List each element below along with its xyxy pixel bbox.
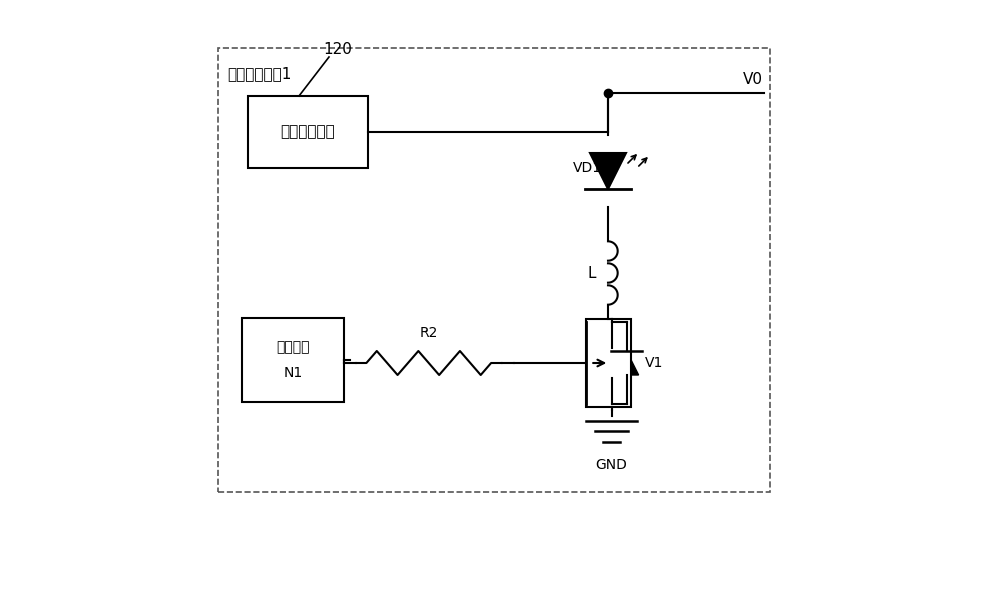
Polygon shape: [590, 153, 626, 189]
Text: VD1: VD1: [573, 161, 602, 175]
Polygon shape: [615, 351, 639, 375]
Text: V1: V1: [645, 356, 663, 370]
Text: 背光驱动电路1: 背光驱动电路1: [227, 66, 291, 81]
Text: 120: 120: [323, 42, 352, 57]
Text: V0: V0: [743, 72, 763, 87]
Bar: [586, 319, 631, 407]
Text: 驱动芯片: 驱动芯片: [276, 340, 310, 354]
Text: N1: N1: [283, 366, 303, 380]
FancyBboxPatch shape: [248, 96, 368, 168]
Text: GND: GND: [596, 458, 628, 472]
Text: 电压控制装置: 电压控制装置: [281, 124, 335, 139]
Text: L: L: [588, 265, 596, 281]
FancyBboxPatch shape: [242, 318, 344, 402]
Text: R2: R2: [420, 326, 438, 340]
